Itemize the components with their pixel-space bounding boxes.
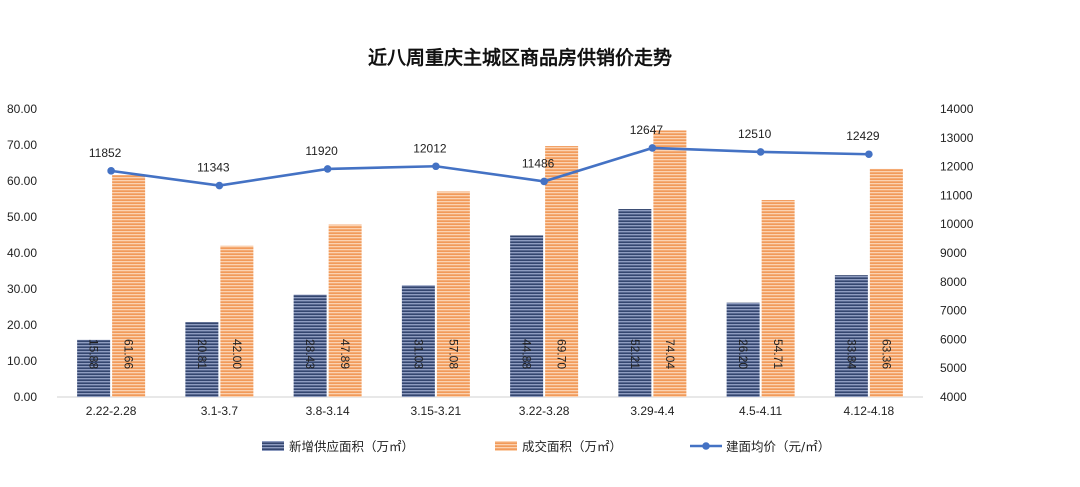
- supply-bar: [77, 339, 111, 397]
- bars: [77, 130, 903, 397]
- left-tick-label: 70.00: [7, 138, 37, 152]
- right-tick-label: 6000: [940, 332, 967, 346]
- right-tick-label: 5000: [940, 361, 967, 375]
- price-polyline: [110, 146, 869, 187]
- legend-deal-swatch: [495, 441, 517, 451]
- price-value-label: 12647: [630, 123, 664, 137]
- category-label: 4.5-4.11: [739, 404, 782, 418]
- deal-bar: [436, 191, 470, 397]
- deal-bar: [328, 224, 362, 397]
- supply-bar: [293, 294, 327, 397]
- left-tick-label: 80.00: [7, 102, 37, 116]
- price-value-label: 12510: [738, 127, 772, 141]
- deal-bar: [545, 146, 579, 397]
- right-tick-label: 10000: [940, 217, 974, 231]
- deal-bar: [653, 130, 687, 397]
- right-tick-label: 14000: [940, 102, 974, 116]
- left-tick-label: 30.00: [7, 282, 37, 296]
- price-point: [865, 150, 873, 159]
- price-value-label: 11343: [197, 161, 230, 175]
- right-tick-label: 4000: [940, 390, 967, 404]
- supply-value-label: 15.88: [87, 339, 101, 369]
- supply-bar: [726, 302, 760, 397]
- deal-value-label: 42.00: [230, 339, 244, 369]
- price-value-label: 12429: [846, 129, 880, 143]
- price-point: [323, 165, 332, 173]
- legend: 新增供应面积（万㎡） 成交面积（万㎡） 建面均价（元/㎡）: [262, 439, 830, 454]
- legend-price-marker: [702, 442, 710, 450]
- price-line: [107, 144, 873, 190]
- supply-bar: [401, 285, 435, 397]
- category-label: 2.22-2.28: [86, 404, 137, 418]
- supply-bar: [185, 322, 219, 397]
- price-point: [756, 148, 765, 156]
- legend-supply-swatch: [262, 441, 284, 451]
- data-labels: 15.88 20.81 28.43 31.03 44.88 52.21 26.20 33.84…: [87, 123, 894, 369]
- deal-bar: [761, 200, 795, 397]
- left-tick-label: 0.00: [14, 390, 38, 404]
- price-value-label: 11920: [305, 144, 338, 158]
- supply-value-label: 44.88: [520, 339, 534, 369]
- price-value-label: 11852: [89, 146, 122, 160]
- legend-price-label: 建面均价（元/㎡）: [726, 439, 830, 454]
- right-tick-label: 13000: [940, 131, 974, 145]
- price-value-label: 11486: [522, 156, 555, 170]
- right-tick-label: 12000: [940, 160, 974, 174]
- deal-bar: [869, 168, 903, 397]
- legend-supply-label: 新增供应面积（万㎡）: [289, 439, 414, 454]
- price-point: [215, 181, 224, 190]
- left-tick-label: 40.00: [7, 246, 37, 260]
- price-point: [540, 177, 548, 186]
- category-label: 3.29-4.4: [630, 404, 674, 418]
- category-label: 3.8-3.14: [306, 404, 350, 418]
- left-tick-label: 20.00: [7, 318, 37, 332]
- legend-deal-label: 成交面积（万㎡）: [522, 439, 622, 454]
- deal-value-label: 63.36: [879, 339, 893, 369]
- supply-value-label: 20.81: [195, 339, 209, 369]
- deal-value-label: 47.89: [338, 339, 352, 369]
- right-tick-label: 11000: [940, 188, 973, 202]
- deal-value-label: 74.04: [663, 339, 677, 369]
- category-label: 4.12-4.18: [844, 404, 895, 418]
- supply-bar: [510, 235, 544, 397]
- deal-bar: [220, 245, 254, 397]
- deal-value-label: 54.71: [771, 339, 785, 369]
- category-label: 3.22-3.28: [519, 404, 570, 418]
- chart-title: 近八周重庆主城区商品房供销价走势: [368, 46, 672, 69]
- supply-value-label: 26.20: [736, 339, 750, 369]
- axes: 0.00 10.00 20.00 30.00 40.00 50.00 60.00 70.00 8…: [7, 102, 974, 418]
- supply-bar: [834, 275, 868, 397]
- deal-value-label: 69.70: [555, 339, 569, 369]
- left-tick-label: 50.00: [7, 210, 37, 224]
- deal-bar: [112, 175, 146, 397]
- deal-value-label: 61.66: [122, 339, 136, 369]
- category-label: 3.1-3.7: [201, 404, 239, 418]
- supply-value-label: 31.03: [411, 339, 425, 369]
- supply-value-label: 28.43: [303, 339, 317, 369]
- supply-value-label: 33.84: [844, 339, 858, 369]
- deal-value-label: 57.08: [446, 339, 460, 369]
- price-point: [107, 167, 115, 175]
- right-tick-label: 7000: [940, 304, 967, 318]
- right-tick-label: 8000: [940, 275, 967, 289]
- category-label: 3.15-3.21: [411, 404, 462, 418]
- price-value-label: 12012: [413, 141, 447, 155]
- price-point: [648, 144, 657, 152]
- left-tick-label: 60.00: [7, 174, 37, 188]
- supply-value-label: 52.21: [628, 339, 642, 369]
- supply-bar: [618, 209, 652, 397]
- price-point: [432, 162, 440, 171]
- right-tick-label: 9000: [940, 246, 967, 260]
- left-tick-label: 10.00: [7, 354, 37, 368]
